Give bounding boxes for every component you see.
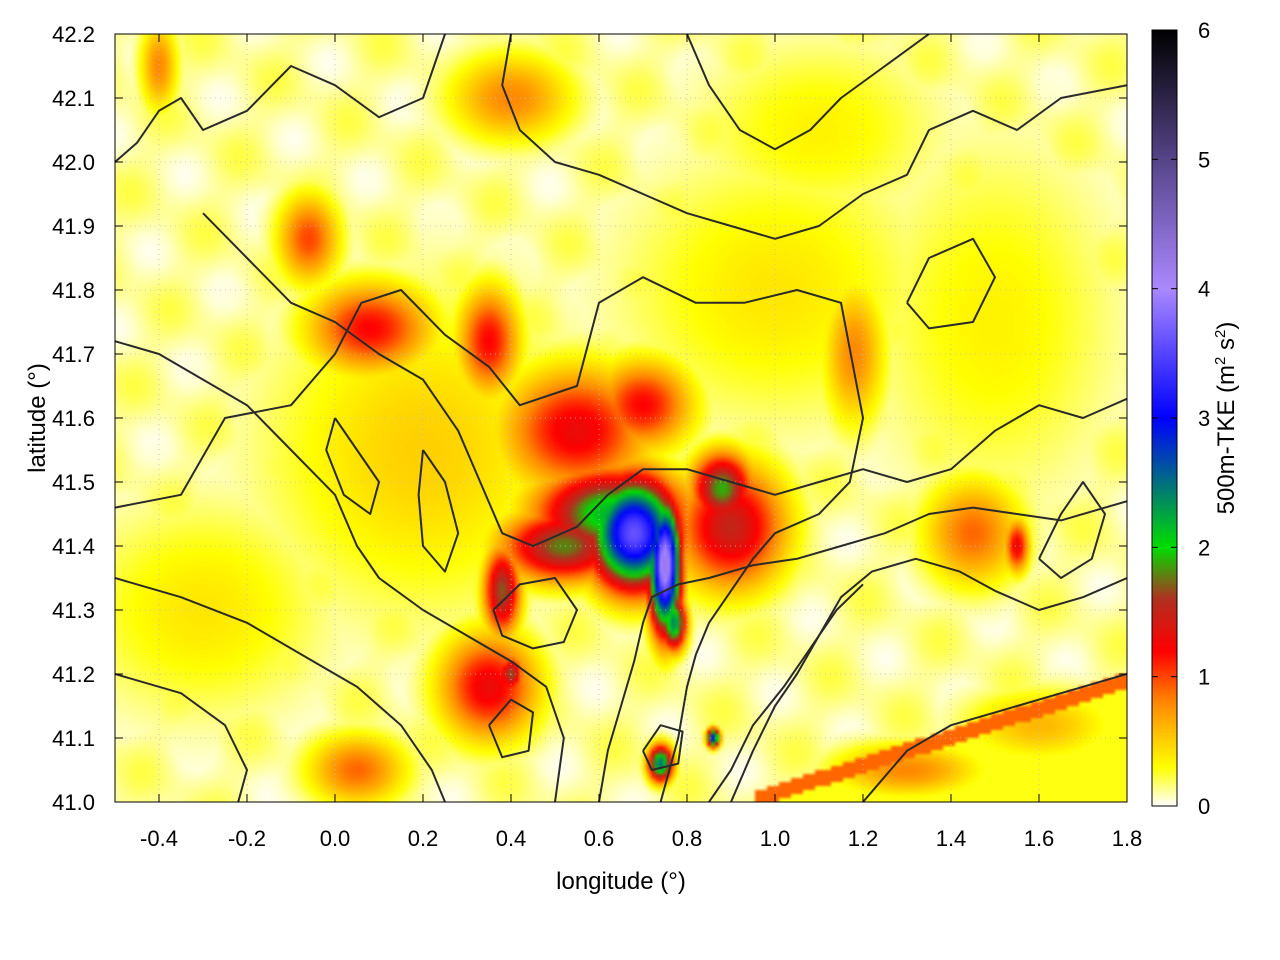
contour-line <box>708 583 864 802</box>
y-tick-label: 41.4 <box>52 534 95 559</box>
colorbar-tick-label: 4 <box>1198 277 1210 302</box>
x-axis-title: longitude (°) <box>556 868 686 895</box>
y-tick-label: 41.8 <box>52 278 95 303</box>
contour-line <box>906 237 996 330</box>
y-tick-label: 41.2 <box>52 662 95 687</box>
plot-area: -0.4 -0.2 0.0 0.2 0.4 0.6 0.8 1.0 1.2 1.4 1.6 1.8 4… <box>52 22 1142 851</box>
contour-line <box>488 698 534 759</box>
colorbar-title-end: ) <box>1213 322 1240 330</box>
contour-line <box>1038 481 1106 579</box>
colorbar-ticks: 0 1 2 3 4 5 6 <box>1152 18 1210 819</box>
x-tick-label: 1.4 <box>936 826 967 851</box>
contour-line <box>115 34 446 163</box>
colorbar-tick-label: 3 <box>1198 406 1210 431</box>
x-tick-label: 0.6 <box>584 826 615 851</box>
x-tick-label: 0.0 <box>320 826 351 851</box>
y-tick-label: 42.2 <box>52 22 95 47</box>
contour-lines <box>115 34 1127 802</box>
colorbar-tick-label: 1 <box>1198 665 1210 690</box>
y-tick-label: 41.7 <box>52 342 95 367</box>
y-tick-label: 42.0 <box>52 150 95 175</box>
y-tick-label: 41.9 <box>52 214 95 239</box>
x-axis-ticks: -0.4 -0.2 0.0 0.2 0.4 0.6 0.8 1.0 1.2 1.4 1.6 1.8 <box>140 34 1142 851</box>
colorbar-tick-label: 2 <box>1198 535 1210 560</box>
contour-line <box>642 724 684 771</box>
contour-line <box>862 673 1127 802</box>
colorbar-tick-label: 6 <box>1198 18 1210 43</box>
y-axis-title: latitude (°) <box>24 363 51 473</box>
x-tick-label: 1.0 <box>760 826 791 851</box>
x-tick-label: 0.2 <box>408 826 439 851</box>
y-tick-label: 42.1 <box>52 86 95 111</box>
colorbar-title-mid: s <box>1213 338 1240 357</box>
contour-line <box>202 212 1127 547</box>
y-tick-label: 41.5 <box>52 470 95 495</box>
contour-line <box>417 449 460 573</box>
contour-line <box>115 276 864 802</box>
x-tick-label: 1.6 <box>1024 826 1055 851</box>
x-tick-label: -0.2 <box>228 826 266 851</box>
y-tick-label: 41.0 <box>52 790 95 815</box>
contour-line <box>115 673 248 802</box>
y-axis-ticks: 41.0 41.1 41.2 41.3 41.4 41.5 41.6 41.7 41.8 41.9… <box>52 22 1127 815</box>
colorbar-title-sup2: 2 <box>1212 330 1229 338</box>
colorbar-title: 500m-TKE (m2 s2) <box>1212 322 1240 515</box>
x-tick-label: 1.2 <box>848 826 879 851</box>
colorbar-tick-label: 5 <box>1198 147 1210 172</box>
y-tick-label: 41.3 <box>52 598 95 623</box>
colorbar-tick-label: 0 <box>1198 794 1210 819</box>
y-tick-label: 41.6 <box>52 406 95 431</box>
x-tick-label: 1.8 <box>1112 826 1143 851</box>
contour-line <box>492 577 578 650</box>
colorbar-title-main: 500m-TKE (m <box>1213 365 1240 514</box>
contour-line <box>325 417 380 515</box>
contour-line <box>115 340 565 802</box>
contour-line <box>115 577 446 802</box>
x-tick-label: -0.4 <box>140 826 178 851</box>
y-tick-label: 41.1 <box>52 726 95 751</box>
x-tick-label: 0.4 <box>496 826 527 851</box>
contour-line <box>730 557 1127 802</box>
contour-line <box>598 500 1127 802</box>
contour-line <box>501 34 1127 240</box>
colorbar-title-sup1: 2 <box>1212 357 1229 365</box>
contour-line <box>686 34 930 151</box>
x-tick-label: 0.8 <box>672 826 703 851</box>
